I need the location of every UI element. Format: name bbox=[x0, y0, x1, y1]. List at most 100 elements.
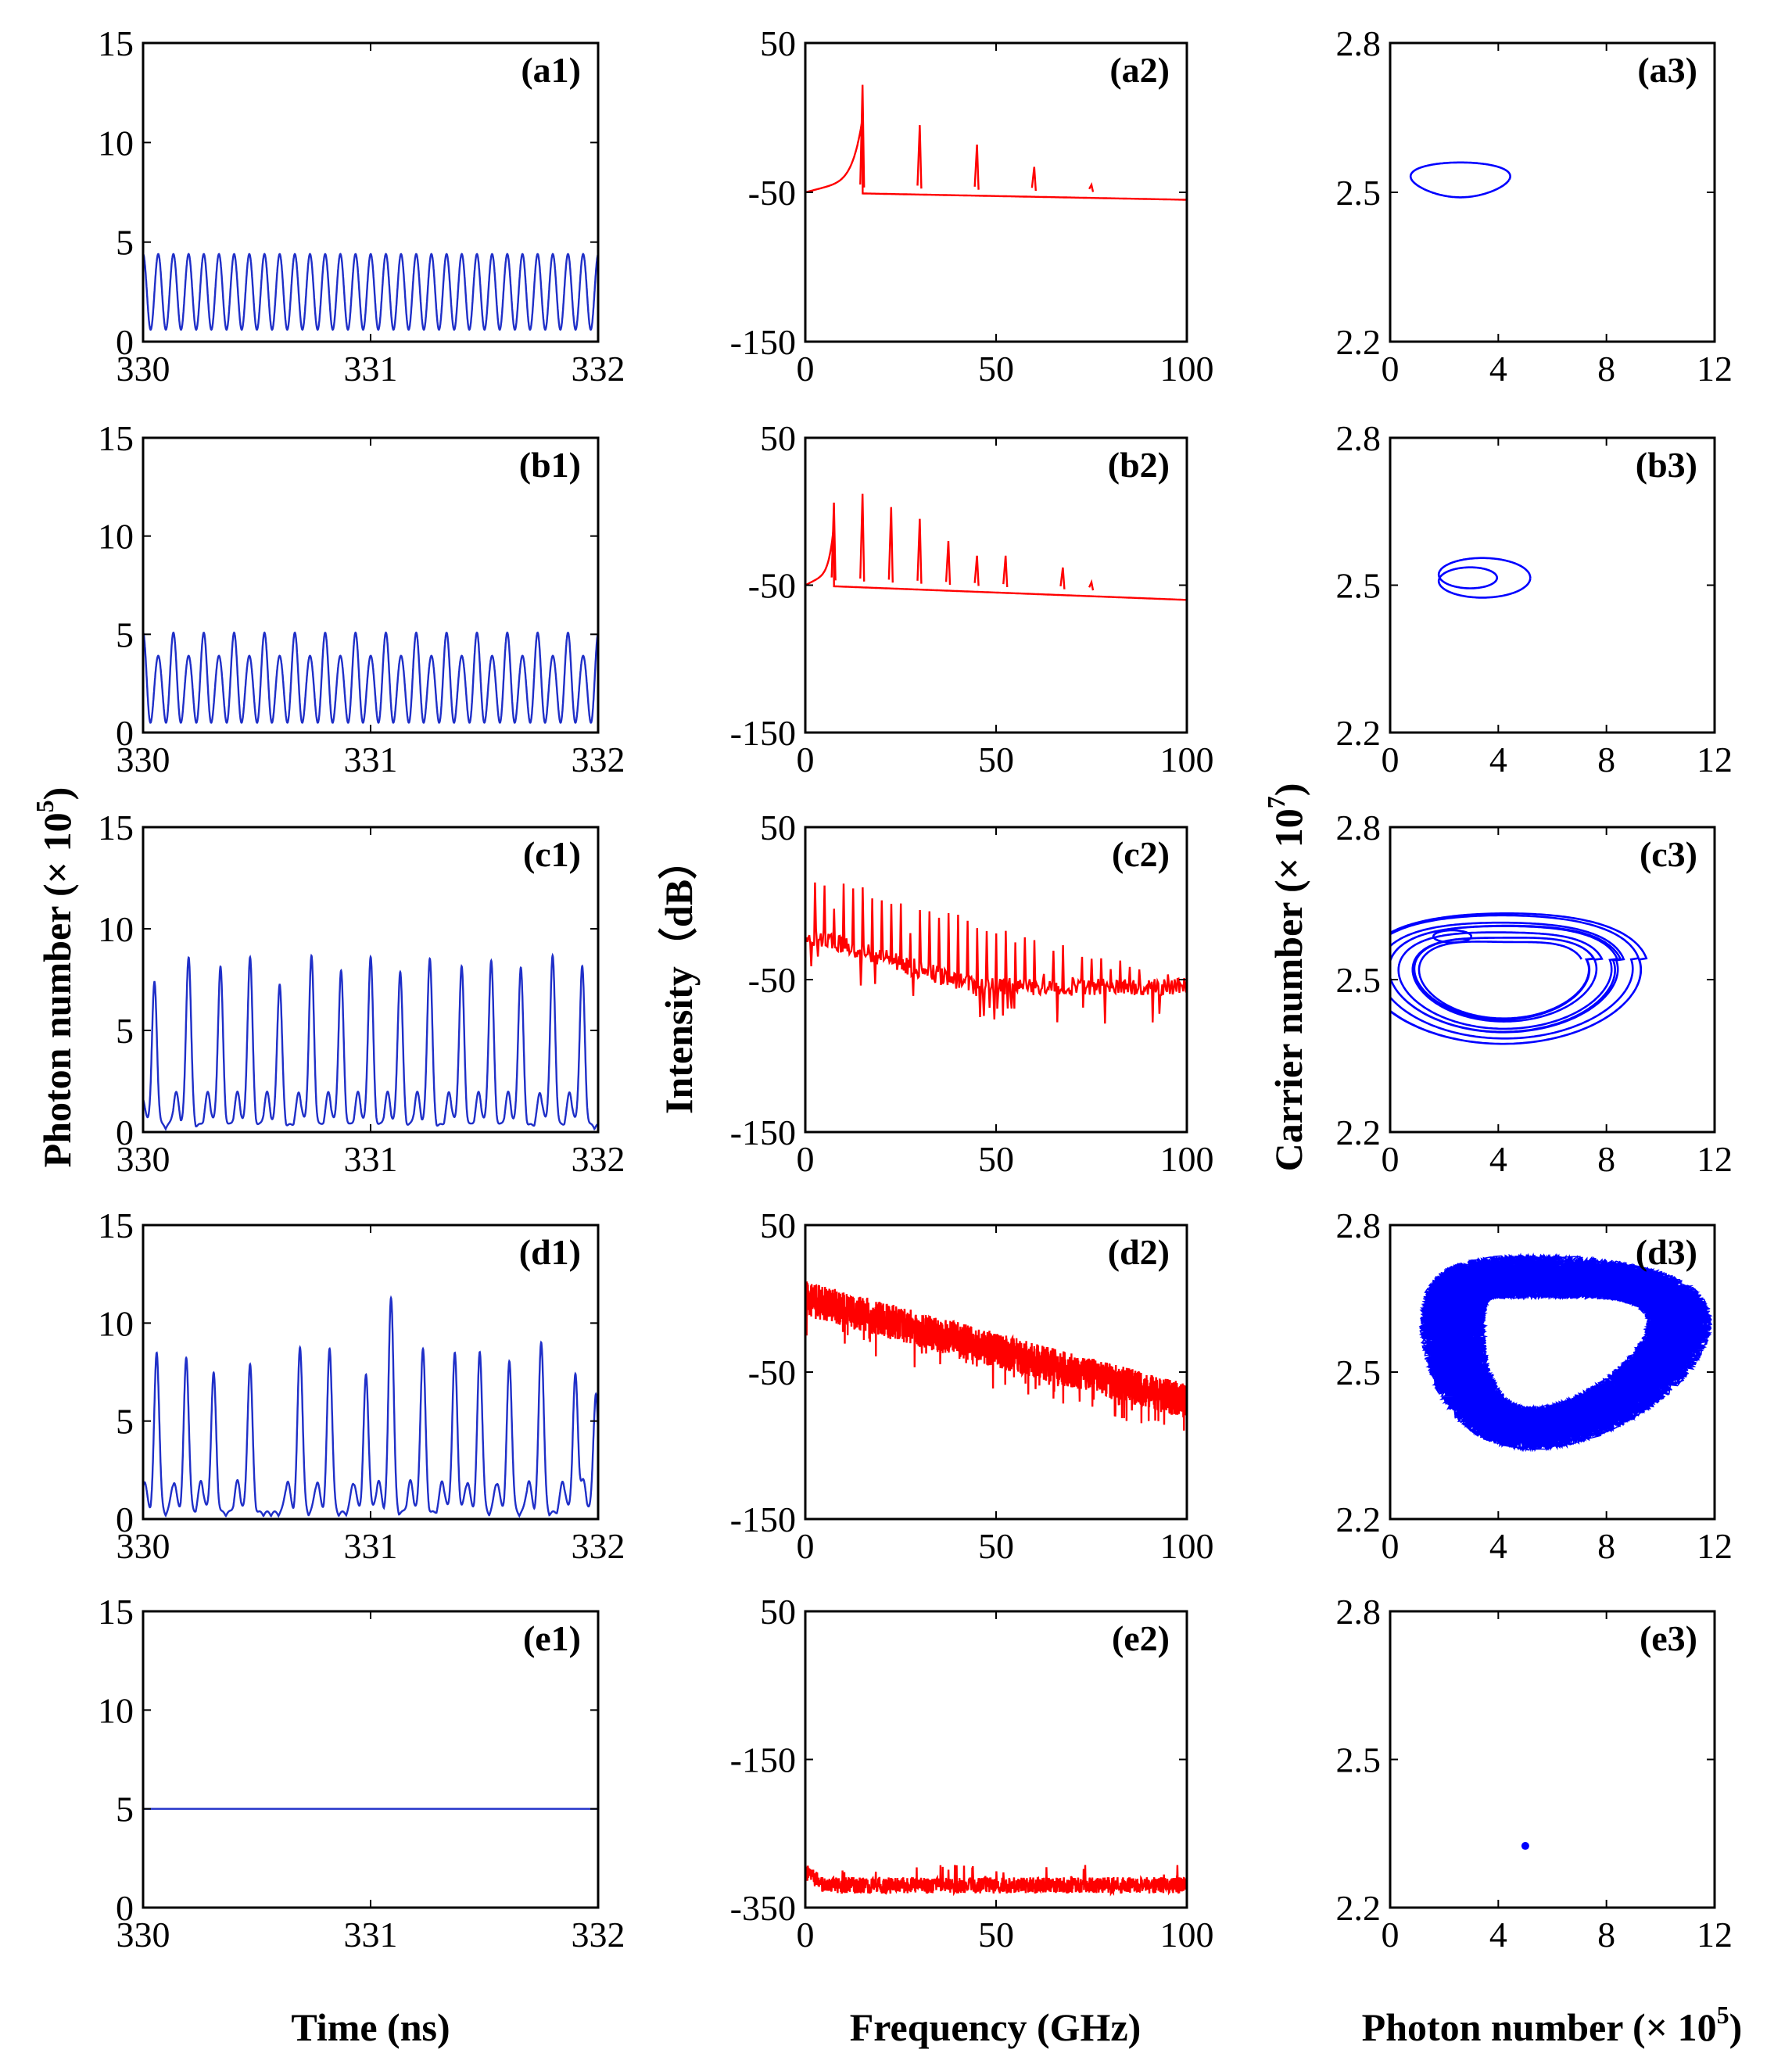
y-tick-label: -50 bbox=[748, 173, 796, 213]
x-tick-label: 0 bbox=[797, 1526, 815, 1566]
spectrum-broadband bbox=[805, 1281, 1187, 1431]
panel-label: (a3) bbox=[1637, 50, 1697, 90]
y-tick-label: 10 bbox=[98, 517, 134, 557]
y-tick-label: 10 bbox=[98, 1690, 134, 1730]
x-tick-label: 8 bbox=[1597, 1915, 1615, 1955]
plot-area bbox=[1437, 557, 1532, 599]
panel-label: (e2) bbox=[1112, 1618, 1170, 1658]
panel-a1: 330 331 332 0 5 10 15 (a1) bbox=[98, 23, 625, 389]
x-tick-label: 4 bbox=[1489, 1526, 1507, 1566]
x-tick-label: 8 bbox=[1597, 349, 1615, 389]
x-tick-label: 330 bbox=[116, 1526, 170, 1566]
label-superscript: 7 bbox=[1262, 796, 1290, 808]
y-tick-label: 5 bbox=[116, 1402, 134, 1442]
x-tick-label: 0 bbox=[797, 740, 815, 779]
y-tick-label: -150 bbox=[730, 713, 796, 753]
x-tick-label: 12 bbox=[1697, 740, 1733, 779]
y-tick-label: 2.5 bbox=[1336, 1740, 1382, 1780]
plot-area bbox=[143, 631, 598, 724]
x-tick-label: 332 bbox=[572, 1139, 625, 1179]
x-tick-label: 100 bbox=[1160, 740, 1214, 779]
plot-area bbox=[143, 253, 598, 331]
spectrum-floor bbox=[805, 527, 1187, 601]
x-tick-label: 332 bbox=[572, 349, 625, 389]
y-tick-label: 10 bbox=[98, 909, 134, 949]
y-tick-label: 5 bbox=[116, 223, 134, 263]
spectral-peak bbox=[1002, 555, 1009, 587]
phase-trajectory bbox=[1390, 912, 1648, 1045]
y-tick-label: 0 bbox=[116, 1113, 134, 1152]
panel-label: (c3) bbox=[1640, 834, 1697, 874]
panel-label: (c2) bbox=[1112, 834, 1170, 874]
y-tick-label: -50 bbox=[748, 960, 796, 1000]
plot-area bbox=[805, 1865, 1187, 1897]
panel-e1: 330 331 332 0 5 10 15 (e1) bbox=[98, 1592, 625, 1955]
panel-e2: 0 50 100 -350 -150 50 (e2) bbox=[730, 1592, 1214, 1955]
x-tick-label: 330 bbox=[116, 1139, 170, 1179]
x-tick-label: 100 bbox=[1160, 1915, 1214, 1955]
panel-label: (b3) bbox=[1636, 445, 1697, 485]
y-tick-label: 2.2 bbox=[1336, 1888, 1382, 1928]
panel-label: (a1) bbox=[521, 50, 581, 90]
panel-b1: 330 331 332 0 5 10 15 (b1) bbox=[98, 418, 625, 779]
spectrum-noise bbox=[805, 1865, 1187, 1897]
y-tick-label: 2.5 bbox=[1336, 960, 1382, 1000]
x-tick-label: 50 bbox=[978, 1139, 1014, 1179]
y-tick-label: 0 bbox=[116, 1500, 134, 1539]
y-tick-label: 15 bbox=[98, 23, 134, 63]
y-tick-label: -50 bbox=[748, 566, 796, 606]
spectrum-comb bbox=[805, 882, 1187, 1024]
y-tick-label: 0 bbox=[116, 713, 134, 753]
x-tick-label: 50 bbox=[978, 349, 1014, 389]
plot-area bbox=[1521, 1842, 1529, 1851]
x-tick-label: 8 bbox=[1597, 1526, 1615, 1566]
time-series-line bbox=[143, 631, 598, 724]
x-tick-label: 331 bbox=[344, 349, 398, 389]
y-tick-label: 50 bbox=[760, 1206, 796, 1245]
y-axis-title-photon: Photon number (× 105) bbox=[30, 787, 79, 1168]
spectral-peak bbox=[916, 518, 923, 584]
y-tick-label: -350 bbox=[730, 1888, 796, 1928]
y-tick-label: 2.8 bbox=[1336, 23, 1382, 63]
y-tick-label: 50 bbox=[760, 23, 796, 63]
plot-area bbox=[805, 493, 1187, 601]
y-tick-label: 2.2 bbox=[1336, 322, 1382, 362]
x-tick-label: 12 bbox=[1697, 1526, 1733, 1566]
panel-label: (a2) bbox=[1109, 50, 1170, 90]
phase-trajectory bbox=[1437, 557, 1532, 599]
spectral-peak bbox=[1088, 579, 1095, 591]
y-tick-label: 2.2 bbox=[1336, 1500, 1382, 1539]
y-tick-label: -50 bbox=[748, 1353, 796, 1392]
y-tick-label: 10 bbox=[98, 123, 134, 163]
plot-area bbox=[1390, 912, 1648, 1045]
x-tick-label: 332 bbox=[572, 1526, 625, 1566]
x-tick-label: 331 bbox=[344, 1526, 398, 1566]
x-tick-label: 330 bbox=[116, 740, 170, 779]
label-part: Carrier number (× 10 bbox=[1267, 808, 1310, 1171]
panel-c3: 0 4 8 12 2.2 2.5 2.8 (c3) bbox=[1336, 808, 1733, 1179]
plot-area bbox=[1409, 161, 1511, 199]
x-tick-label: 331 bbox=[344, 740, 398, 779]
panel-b3: 0 4 8 12 2.2 2.5 2.8 (b3) bbox=[1336, 418, 1733, 779]
plot-area bbox=[805, 882, 1187, 1024]
spectral-peak bbox=[944, 540, 952, 586]
x-tick-label: 8 bbox=[1597, 1139, 1615, 1179]
y-tick-label: 2.8 bbox=[1336, 1592, 1382, 1632]
x-axis-title-time: Time (ns) bbox=[291, 2005, 450, 2049]
panel-c2: 0 50 100 -150 -50 50 (c2) bbox=[730, 808, 1214, 1179]
x-tick-label: 4 bbox=[1489, 740, 1507, 779]
plot-area bbox=[1418, 1252, 1713, 1453]
x-tick-label: 330 bbox=[116, 1915, 170, 1955]
panel-b2: 0 50 100 -150 -50 50 (b2) bbox=[730, 418, 1214, 779]
x-tick-label: 0 bbox=[1382, 1526, 1400, 1566]
y-axis-title-carrier: Carrier number (× 107) bbox=[1262, 783, 1310, 1172]
spectral-peak bbox=[859, 493, 866, 582]
label-part: ) bbox=[1729, 2005, 1743, 2049]
y-tick-label: 2.5 bbox=[1336, 1353, 1382, 1392]
x-tick-label: 100 bbox=[1160, 1526, 1214, 1566]
y-tick-label: 2.5 bbox=[1336, 566, 1382, 606]
spectral-peak bbox=[830, 502, 837, 581]
phase-trajectory bbox=[1409, 161, 1511, 199]
panel-label: (e3) bbox=[1640, 1618, 1697, 1658]
